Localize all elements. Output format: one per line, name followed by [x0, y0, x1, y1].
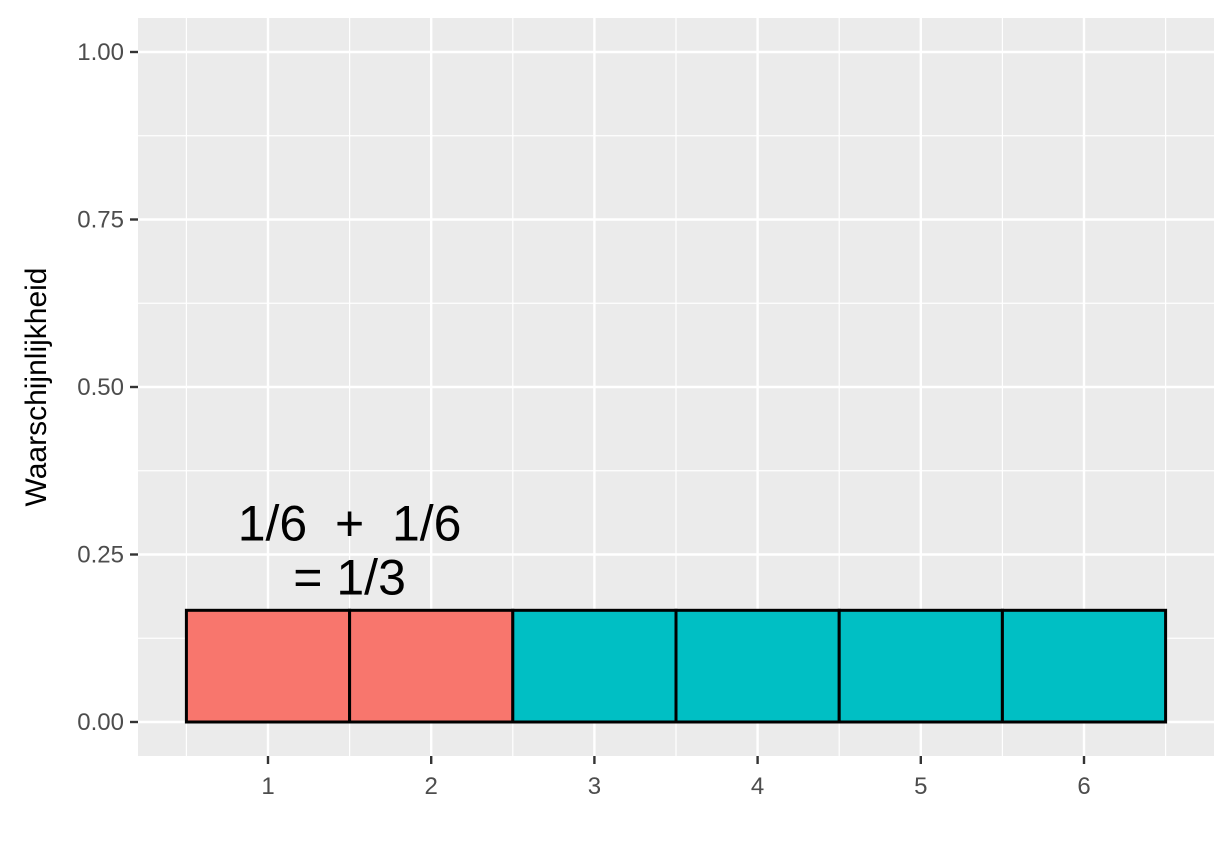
bar-3 [511, 608, 678, 724]
x-tick-label: 6 [1077, 773, 1090, 800]
bar-6 [1000, 608, 1168, 724]
annotation-line-1: 1/6 + 1/6 [238, 496, 462, 552]
bar-4 [674, 608, 841, 724]
x-tick-label: 1 [261, 773, 274, 800]
x-tick-label: 3 [588, 773, 601, 800]
x-tick-label: 5 [914, 773, 927, 800]
x-tick-label: 4 [751, 773, 764, 800]
y-tick-label: 0.25 [77, 542, 124, 569]
y-tick-label: 0.50 [77, 374, 124, 401]
bar-5 [837, 608, 1004, 724]
annotation-line-2: = 1/3 [293, 550, 406, 606]
y-axis-title: Waarschijnlijkheid [20, 268, 53, 507]
y-tick-label: 0.00 [77, 709, 124, 736]
x-tick-label: 2 [425, 773, 438, 800]
x-axis: 1 2 3 4 5 6 [261, 756, 1091, 800]
bar-1 [184, 608, 352, 724]
bar-2 [348, 608, 515, 724]
sum-annotation: 1/6 + 1/6= 1/3 [238, 496, 462, 606]
y-tick-label: 1.00 [77, 39, 124, 66]
bars [184, 608, 1168, 724]
y-axis: 0.00 0.25 0.50 0.75 1.00 [77, 39, 138, 736]
y-tick-label: 0.75 [77, 207, 124, 234]
